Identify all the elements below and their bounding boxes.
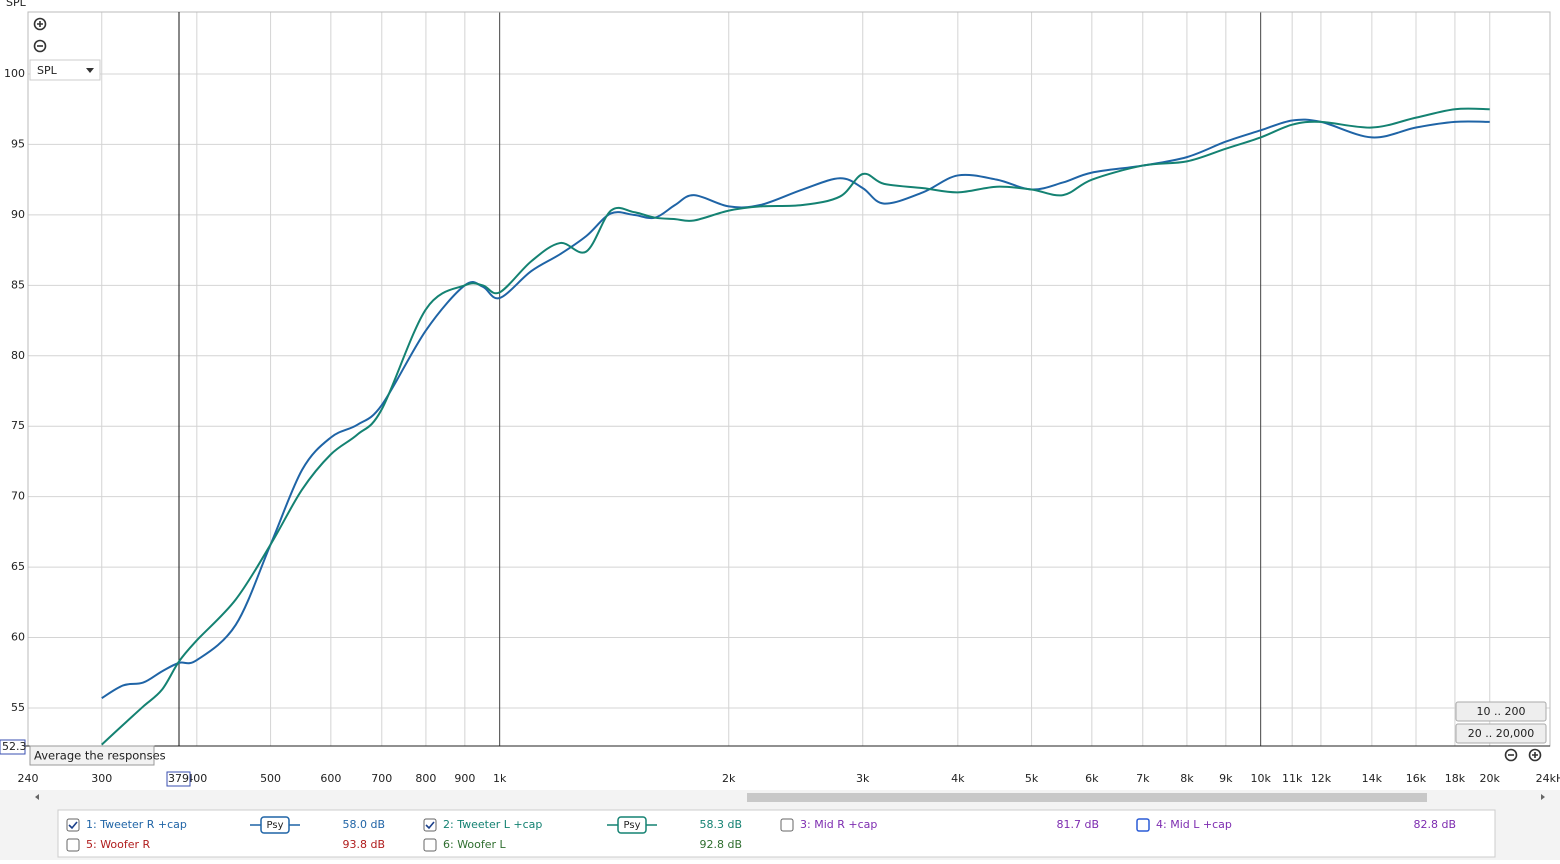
y-min-label: 52.3	[2, 740, 27, 753]
x-zoom-in-icon[interactable]	[1528, 748, 1542, 762]
tooltip	[29, 745, 155, 766]
x-tick-label: 10k	[1250, 772, 1271, 785]
scroll-thumb[interactable]	[747, 793, 1427, 802]
y-tick-label: 95	[11, 137, 25, 150]
range-button[interactable]	[1455, 701, 1547, 722]
trace-level: 81.7 dB	[1056, 818, 1099, 831]
y-tick-label: 90	[11, 208, 25, 221]
x-tick-label: 24kH	[1536, 772, 1560, 785]
smoothing-box[interactable]	[260, 816, 290, 834]
y-tick-label: 75	[11, 419, 25, 432]
x-tick-label: 5k	[1025, 772, 1039, 785]
x-tick-label: 1k	[493, 772, 507, 785]
x-tick-label: 600	[320, 772, 341, 785]
cursor-label: 379	[168, 772, 189, 785]
x-tick-label: 11k	[1282, 772, 1303, 785]
trace-level: 93.8 dB	[342, 838, 385, 851]
y-tick-label: 55	[11, 701, 25, 714]
x-tick-label: 4k	[951, 772, 965, 785]
y-tick-label: 85	[11, 278, 25, 291]
dropdown-label[interactable]: SPL	[37, 64, 58, 77]
x-tick-label: 3k	[856, 772, 870, 785]
y-value-box	[0, 739, 26, 755]
x-tick-label: 18k	[1445, 772, 1466, 785]
range-button[interactable]	[1455, 723, 1547, 744]
trace-checkbox[interactable]	[423, 818, 437, 832]
x-tick-label: 14k	[1362, 772, 1383, 785]
cursor-box	[166, 771, 191, 787]
zoom-in-icon[interactable]	[33, 17, 47, 31]
x-tick-label: 2k	[722, 772, 736, 785]
trace-name[interactable]: 4: Mid L +cap	[1156, 818, 1232, 831]
y-tick-label: 100	[4, 67, 25, 80]
x-tick-label: 8k	[1180, 772, 1194, 785]
smoothing-box[interactable]	[617, 816, 647, 834]
x-zoom-out-icon[interactable]	[1504, 748, 1518, 762]
smoothing-label: Psy	[624, 820, 641, 831]
y-tick-label: 60	[11, 631, 25, 644]
trace-checkbox[interactable]	[780, 818, 794, 832]
x-tick-label: 800	[415, 772, 436, 785]
x-tick-label: 6k	[1085, 772, 1099, 785]
response-curve	[101, 118, 1490, 699]
y-tick-label: 70	[11, 490, 25, 503]
x-tick-label: 300	[91, 772, 112, 785]
check-mark	[425, 821, 435, 830]
trace-level: 82.8 dB	[1413, 818, 1456, 831]
x-tick-label: 16k	[1406, 772, 1427, 785]
range-button-label[interactable]: 10 .. 200	[1477, 705, 1526, 718]
zoom-out-icon[interactable]	[33, 39, 47, 53]
x-tick-label: 700	[371, 772, 392, 785]
trace-panel	[57, 809, 1496, 858]
x-tick-label: 7k	[1136, 772, 1150, 785]
trace-checkbox[interactable]	[423, 838, 437, 852]
trace-checkbox[interactable]	[1136, 818, 1150, 832]
x-tick-label: 900	[454, 772, 475, 785]
x-tick-label: 20k	[1480, 772, 1501, 785]
x-tick-label: 9k	[1219, 772, 1233, 785]
check-mark	[68, 821, 78, 830]
trace-name[interactable]: 6: Woofer L	[443, 838, 507, 851]
trace-checkbox[interactable]	[66, 818, 80, 832]
trace-level: 58.0 dB	[342, 818, 385, 831]
x-tick-label: 240	[18, 772, 39, 785]
y-tick-label: 65	[11, 560, 25, 573]
x-tick-label: 12k	[1311, 772, 1332, 785]
trace-name[interactable]: 2: Tweeter L +cap	[443, 818, 542, 831]
trace-name[interactable]: 5: Woofer R	[86, 838, 151, 851]
dropdown-arrow	[86, 68, 94, 73]
smoothing-label: Psy	[267, 820, 284, 831]
y-tick-label: 80	[11, 349, 25, 362]
range-button-label[interactable]: 20 .. 20,000	[1468, 727, 1534, 740]
response-curve	[101, 107, 1490, 746]
trace-checkbox[interactable]	[66, 838, 80, 852]
trace-level: 92.8 dB	[699, 838, 742, 851]
x-tick-label: 500	[260, 772, 281, 785]
dropdown[interactable]	[29, 59, 101, 81]
tooltip-text: Average the responses	[34, 749, 166, 763]
trace-name[interactable]: 3: Mid R +cap	[800, 818, 877, 831]
x-tick-label: 400	[186, 772, 207, 785]
y-axis-label: SPL	[6, 0, 27, 9]
trace-level: 58.3 dB	[699, 818, 742, 831]
trace-name[interactable]: 1: Tweeter R +cap	[86, 818, 187, 831]
